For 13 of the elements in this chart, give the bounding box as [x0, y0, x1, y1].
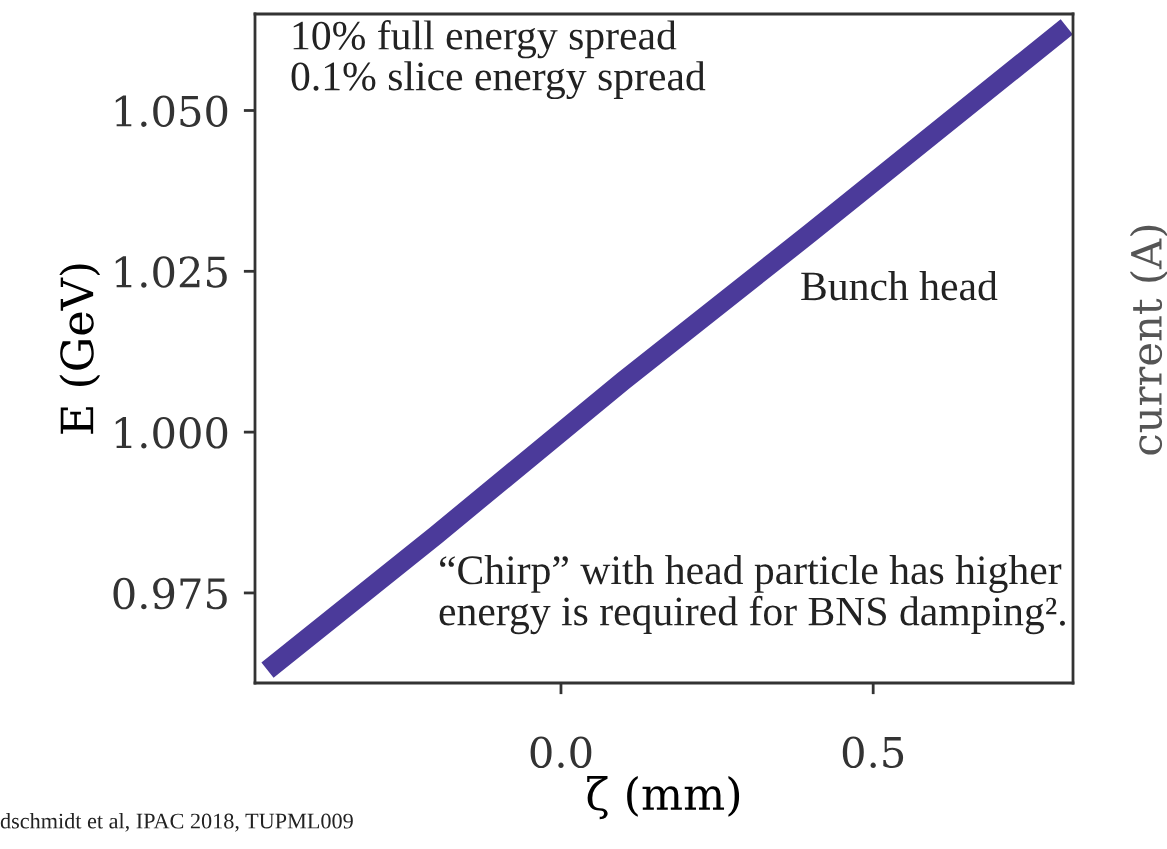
y-tick-label: 0.975 — [113, 577, 227, 610]
x-axis-title: ζ (mm) — [587, 776, 740, 820]
y-tick-label: 1.025 — [115, 256, 227, 288]
y-tick-label: 1.000 — [115, 417, 228, 449]
y-axis-title: E (GeV) — [59, 264, 101, 434]
annotation: 10% full energy spread 0.1% slice energy spread — [291, 20, 706, 100]
annotation: Bunch head — [801, 271, 998, 301]
x-tick-label: 0.5 — [842, 736, 904, 769]
annotation: “Chirp” with head particle has higher energy is required for BNS damping². — [439, 555, 1065, 635]
text: dschmidt et al, IPAC 2018, TUPML009 — [0, 812, 353, 832]
x-tick-label: 0.0 — [530, 736, 592, 769]
y2-axis-title: current (A) — [1129, 225, 1167, 455]
y-tick-label: 1.050 — [115, 95, 228, 127]
